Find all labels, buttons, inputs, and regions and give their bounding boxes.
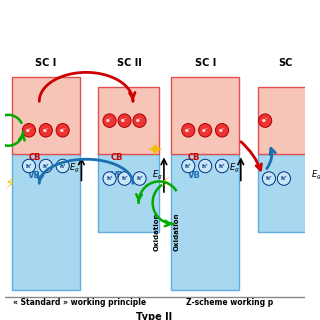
Text: e⁻: e⁻ — [219, 128, 225, 133]
Bar — [12, 77, 80, 155]
Text: h⁺: h⁺ — [106, 176, 113, 181]
Text: SC I: SC I — [195, 58, 216, 68]
Circle shape — [22, 124, 36, 137]
Text: h⁺: h⁺ — [266, 176, 272, 181]
Text: Oxidation: Oxidation — [153, 212, 159, 251]
Bar — [98, 155, 159, 232]
Bar — [98, 87, 159, 155]
Circle shape — [133, 172, 146, 185]
Text: h⁺: h⁺ — [43, 164, 49, 169]
Text: e⁻: e⁻ — [60, 128, 66, 133]
Text: Oxidation: Oxidation — [174, 212, 180, 251]
Circle shape — [56, 159, 69, 173]
Text: h⁺: h⁺ — [219, 164, 225, 169]
Circle shape — [118, 172, 131, 185]
Circle shape — [277, 172, 291, 185]
Text: e⁻: e⁻ — [26, 128, 32, 133]
Text: « Standard » working principle: « Standard » working principle — [13, 298, 146, 307]
Text: e⁻: e⁻ — [43, 128, 49, 133]
Circle shape — [199, 159, 212, 173]
Bar — [172, 155, 239, 290]
Circle shape — [259, 114, 272, 127]
Circle shape — [182, 159, 195, 173]
Text: Type II: Type II — [137, 312, 172, 320]
Text: h⁺: h⁺ — [185, 164, 192, 169]
Circle shape — [118, 114, 131, 127]
Bar — [258, 155, 319, 232]
Circle shape — [215, 159, 228, 173]
Text: e⁻: e⁻ — [106, 118, 113, 123]
Text: h⁺: h⁺ — [59, 164, 66, 169]
Bar — [172, 77, 239, 155]
Bar — [258, 87, 319, 155]
Circle shape — [103, 114, 116, 127]
Text: CB: CB — [188, 153, 200, 162]
Text: VB: VB — [28, 171, 41, 180]
Text: e⁻: e⁻ — [121, 118, 128, 123]
Text: $E_g$: $E_g$ — [152, 169, 163, 182]
Circle shape — [199, 124, 212, 137]
Text: h⁺: h⁺ — [121, 176, 128, 181]
Text: e⁻: e⁻ — [202, 128, 208, 133]
Circle shape — [262, 172, 276, 185]
Text: SC: SC — [279, 58, 293, 68]
Text: h⁺: h⁺ — [136, 176, 143, 181]
Circle shape — [56, 124, 69, 137]
Text: h⁺: h⁺ — [281, 176, 287, 181]
Text: ⚡: ⚡ — [4, 176, 15, 191]
Text: ✦: ✦ — [146, 140, 163, 159]
Text: VB: VB — [188, 171, 200, 180]
Text: CB: CB — [28, 153, 41, 162]
Text: h⁺: h⁺ — [202, 164, 209, 169]
Text: Z-scheme working p: Z-scheme working p — [186, 298, 273, 307]
Text: ⚡: ⚡ — [161, 176, 171, 190]
Text: CB: CB — [111, 153, 123, 162]
Circle shape — [22, 159, 36, 173]
Circle shape — [39, 124, 52, 137]
Circle shape — [39, 159, 52, 173]
Circle shape — [182, 124, 195, 137]
Bar — [12, 155, 80, 290]
Circle shape — [215, 124, 228, 137]
Text: $E_g$: $E_g$ — [229, 162, 240, 175]
Text: $E_g$: $E_g$ — [311, 169, 320, 182]
Text: VB: VB — [111, 171, 124, 180]
Text: e⁻: e⁻ — [185, 128, 192, 133]
Text: h⁺: h⁺ — [26, 164, 32, 169]
Text: SC I: SC I — [35, 58, 56, 68]
Circle shape — [133, 114, 146, 127]
Text: $E_g$: $E_g$ — [69, 162, 80, 175]
Circle shape — [103, 172, 116, 185]
Text: e⁻: e⁻ — [136, 118, 143, 123]
Text: e⁻: e⁻ — [262, 118, 268, 123]
Text: SC II: SC II — [117, 58, 142, 68]
